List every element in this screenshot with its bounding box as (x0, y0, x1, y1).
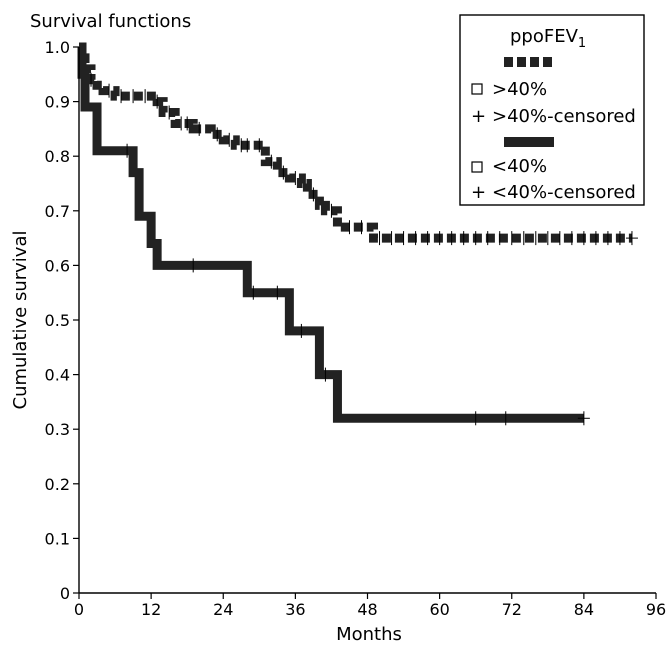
x-tick-label: 60 (429, 600, 449, 619)
chart-title: Survival functions (30, 11, 191, 32)
x-tick-label: 0 (74, 600, 84, 619)
legend-entry-gt40-censored: >40%-censored (492, 106, 636, 127)
x-axis-title: Months (336, 624, 402, 645)
legend-title: ppoFEV1 (510, 26, 586, 51)
y-tick-label: 0.5 (45, 311, 70, 330)
legend-title-subscript: 1 (578, 36, 586, 51)
series-line-lt40 (77, 42, 584, 423)
x-tick-label: 84 (574, 600, 594, 619)
y-tick-label: 0.8 (45, 147, 70, 166)
x-axis-ticks: 0 12 24 36 48 60 72 84 96 (74, 593, 666, 619)
x-tick-label: 72 (502, 600, 522, 619)
x-tick-label: 48 (357, 600, 377, 619)
y-tick-label: 0.4 (45, 366, 70, 385)
y-tick-label: 0.7 (45, 202, 70, 221)
legend-entry-lt40-censored: <40%-censored (492, 182, 636, 203)
legend-entry-gt40: >40% (492, 79, 547, 100)
y-tick-label: 1.0 (45, 38, 70, 57)
x-tick-label: 96 (646, 600, 666, 619)
legend: ppoFEV1 >40% + >40%-censored <40% + <40%… (459, 14, 645, 206)
legend-title-main: ppoFEV (510, 26, 579, 47)
y-tick-label: 0.6 (45, 256, 70, 275)
y-tick-label: 0.9 (45, 93, 70, 112)
legend-marker-plus-2: + (471, 182, 486, 203)
legend-marker-square-1 (471, 83, 483, 95)
legend-marker-plus-1: + (471, 106, 486, 127)
y-tick-label: 0 (60, 584, 70, 603)
y-axis-title: Cumulative survival (10, 231, 31, 410)
y-tick-label: 0.3 (45, 420, 70, 439)
y-tick-label: 0.2 (45, 475, 70, 494)
x-tick-label: 12 (141, 600, 161, 619)
legend-marker-square-2 (471, 161, 483, 173)
x-tick-label: 24 (213, 600, 233, 619)
series-layer (77, 42, 638, 426)
legend-box (459, 14, 645, 206)
y-axis-ticks: 0 0.1 0.2 0.3 0.4 0.5 0.6 0.7 0.8 0.9 1.0 (45, 38, 79, 603)
x-tick-label: 36 (285, 600, 305, 619)
legend-entry-lt40: <40% (492, 156, 547, 177)
y-tick-label: 0.1 (45, 529, 70, 548)
